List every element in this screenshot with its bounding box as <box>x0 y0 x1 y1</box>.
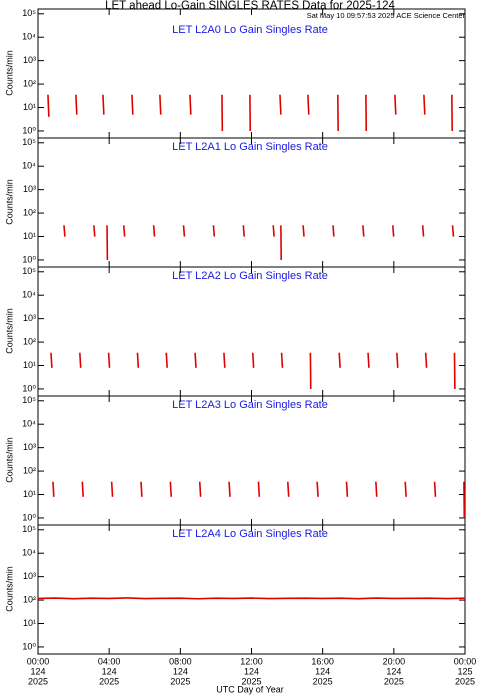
x-tick-label: 04:00 <box>98 656 121 666</box>
y-axis-label: Counts/min <box>4 179 14 225</box>
y-tick-label: 10⁰ <box>22 125 36 135</box>
data-line <box>63 225 455 260</box>
y-tick-label: 10² <box>23 207 36 217</box>
y-tick-label: 10⁴ <box>22 419 36 429</box>
x-tick-label: 00:00 <box>27 656 50 666</box>
panel-frame <box>37 524 466 655</box>
x-tick-label: 125 <box>457 666 472 676</box>
y-tick-label: 10² <box>23 465 36 475</box>
data-line <box>47 94 453 131</box>
y-axis-label: Counts/min <box>4 437 14 483</box>
x-axis-label: UTC Day of Year <box>216 684 284 694</box>
x-tick-label: 124 <box>315 666 330 676</box>
y-tick-label: 10¹ <box>23 102 36 112</box>
chart-subtitle: Sat May 10 09:57:53 2025 ACE Science Cen… <box>307 11 466 20</box>
y-tick-label: 10³ <box>23 442 36 452</box>
y-tick-label: 10⁵ <box>22 137 36 147</box>
x-tick-label: 2025 <box>313 676 333 686</box>
y-tick-label: 10¹ <box>23 360 36 370</box>
x-tick-label: 2025 <box>241 676 261 686</box>
y-tick-label: 10³ <box>23 313 36 323</box>
y-tick-label: 10⁰ <box>22 641 36 651</box>
x-tick-label: 00:00 <box>454 656 477 666</box>
y-tick-label: 10² <box>23 336 36 346</box>
data-line <box>37 597 466 600</box>
y-tick-label: 10¹ <box>23 231 36 241</box>
x-tick-label: 16:00 <box>311 656 334 666</box>
x-tick-label: 2025 <box>28 676 48 686</box>
y-tick-label: 10³ <box>23 55 36 65</box>
panel-title: LET L2A4 Lo Gain Singles Rate <box>172 528 328 540</box>
y-tick-label: 10³ <box>23 184 36 194</box>
y-tick-label: 10¹ <box>23 618 36 628</box>
panel-title: LET L2A1 Lo Gain Singles Rate <box>172 141 328 153</box>
x-tick-label: 2025 <box>455 676 475 686</box>
y-axis-label: Counts/min <box>4 566 14 612</box>
y-tick-label: 10⁰ <box>22 254 36 264</box>
x-tick-label: 2025 <box>99 676 119 686</box>
x-tick-label: 124 <box>386 666 401 676</box>
x-tick-label: 08:00 <box>169 656 192 666</box>
panel-frame <box>37 395 466 526</box>
y-tick-label: 10⁴ <box>22 161 36 171</box>
y-tick-label: 10⁰ <box>22 512 36 522</box>
y-tick-label: 10⁴ <box>22 32 36 42</box>
x-tick-label: 124 <box>30 666 45 676</box>
panel-title: LET L2A2 Lo Gain Singles Rate <box>172 270 328 282</box>
y-tick-label: 10⁵ <box>22 266 36 276</box>
x-tick-label: 124 <box>102 666 117 676</box>
x-tick-label: 124 <box>244 666 259 676</box>
y-tick-label: 10² <box>23 594 36 604</box>
x-tick-label: 2025 <box>384 676 404 686</box>
x-tick-label: 2025 <box>170 676 190 686</box>
data-line <box>52 481 466 518</box>
data-line <box>50 352 456 389</box>
y-tick-label: 10⁴ <box>22 290 36 300</box>
y-tick-label: 10¹ <box>23 489 36 499</box>
x-tick-label: 124 <box>173 666 188 676</box>
panel-title: LET L2A3 Lo Gain Singles Rate <box>172 399 328 411</box>
y-tick-label: 10³ <box>23 571 36 581</box>
y-tick-label: 10⁵ <box>22 524 36 534</box>
y-tick-label: 10⁰ <box>22 383 36 393</box>
panel-frame <box>37 266 466 397</box>
y-tick-label: 10⁵ <box>22 8 36 18</box>
x-tick-label: 20:00 <box>383 656 406 666</box>
panel-title: LET L2A0 Lo Gain Singles Rate <box>172 24 328 36</box>
y-tick-label: 10⁵ <box>22 395 36 405</box>
y-axis-label: Counts/min <box>4 50 14 96</box>
y-axis-label: Counts/min <box>4 308 14 354</box>
panel-frame <box>37 137 466 268</box>
y-tick-label: 10⁴ <box>22 548 36 558</box>
y-tick-label: 10² <box>23 78 36 88</box>
x-tick-label: 12:00 <box>240 656 263 666</box>
